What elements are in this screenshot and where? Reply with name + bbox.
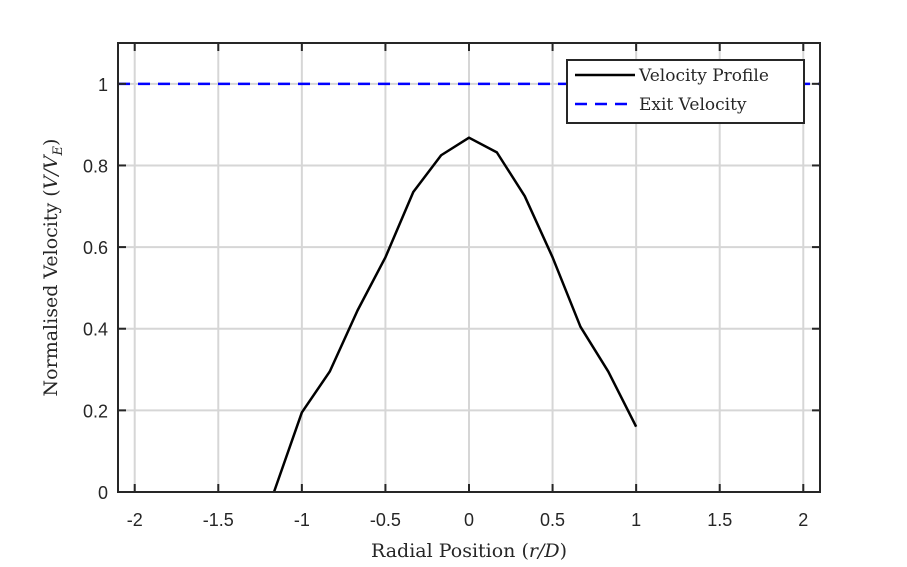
x-tick-label: 0 [464, 510, 474, 530]
x-tick-label: 1 [631, 510, 641, 530]
y-tick-label: 1 [98, 75, 108, 95]
x-tick-label: -0.5 [370, 510, 401, 530]
legend-label-exit-velocity: Exit Velocity [639, 95, 747, 115]
x-tick-label: 1.5 [707, 510, 732, 530]
x-tick-label: 2 [798, 510, 808, 530]
y-tick-label: 0 [98, 483, 108, 503]
y-tick-label: 0.4 [83, 320, 108, 340]
y-tick-label: 0.6 [83, 238, 108, 258]
legend-label-velocity-profile: Velocity Profile [638, 66, 769, 86]
grid [118, 43, 820, 493]
legend-box [566, 59, 805, 124]
ticks: -2 -1.5 -1 -0.5 0 0.5 1 1.5 2 0 0.2 0.4 0.6 0.8 1 [83, 43, 820, 530]
y-tick-label: 0.8 [83, 156, 108, 176]
x-axis-title: Radial Position (r/D) [371, 540, 567, 562]
x-tick-label: 0.5 [540, 510, 565, 530]
x-tick-label: -1.5 [203, 510, 234, 530]
x-tick-label: -1 [294, 510, 310, 530]
x-tick-label: -2 [127, 510, 143, 530]
y-tick-label: 0.2 [83, 401, 108, 421]
y-axis-title: Normalised Velocity (V/VE) [40, 139, 66, 397]
velocity-profile-line [272, 136, 638, 493]
legend: Velocity Profile Exit Velocity [566, 59, 805, 124]
